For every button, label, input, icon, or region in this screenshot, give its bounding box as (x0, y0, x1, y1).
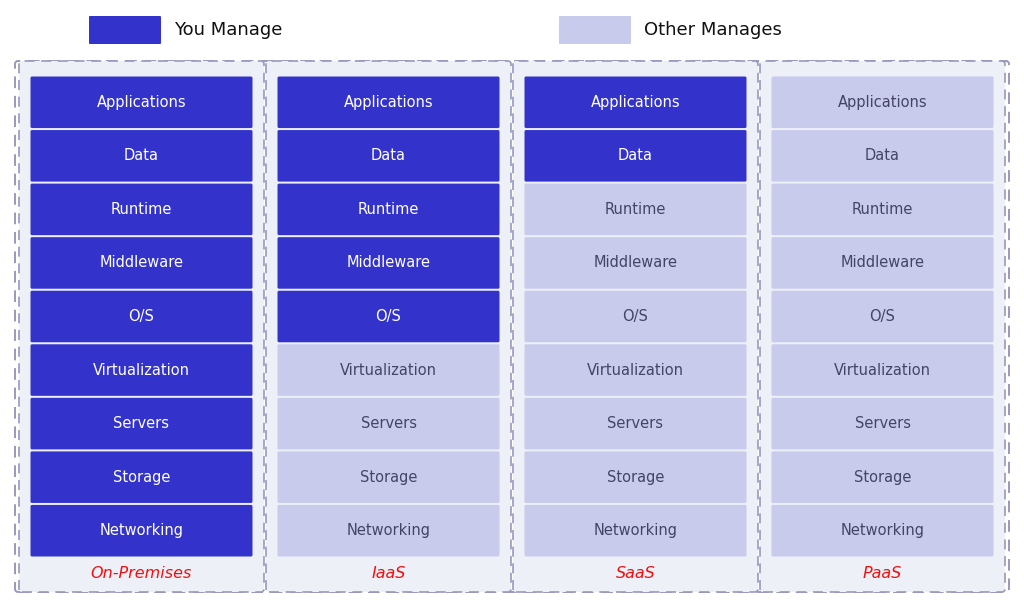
FancyBboxPatch shape (89, 16, 161, 44)
Text: Data: Data (124, 148, 159, 163)
FancyBboxPatch shape (524, 291, 746, 342)
FancyBboxPatch shape (31, 344, 253, 396)
Text: Middleware: Middleware (99, 256, 183, 271)
Text: Middleware: Middleware (346, 256, 430, 271)
Text: Middleware: Middleware (841, 256, 925, 271)
Text: Networking: Networking (841, 523, 925, 538)
FancyBboxPatch shape (31, 183, 253, 235)
FancyBboxPatch shape (771, 130, 993, 181)
Text: Middleware: Middleware (594, 256, 678, 271)
Text: Servers: Servers (114, 416, 170, 431)
FancyBboxPatch shape (31, 505, 253, 557)
Text: O/S: O/S (376, 309, 401, 324)
FancyBboxPatch shape (771, 291, 993, 342)
Text: Networking: Networking (346, 523, 430, 538)
Text: Servers: Servers (854, 416, 910, 431)
FancyBboxPatch shape (15, 61, 1009, 592)
FancyBboxPatch shape (31, 130, 253, 181)
FancyBboxPatch shape (278, 505, 500, 557)
Text: Storage: Storage (113, 470, 170, 484)
FancyBboxPatch shape (559, 16, 631, 44)
Text: Networking: Networking (594, 523, 678, 538)
FancyBboxPatch shape (266, 61, 511, 592)
FancyBboxPatch shape (31, 398, 253, 449)
FancyBboxPatch shape (278, 344, 500, 396)
Text: You Manage: You Manage (174, 21, 283, 39)
FancyBboxPatch shape (771, 452, 993, 503)
Text: IaaS: IaaS (372, 566, 406, 582)
Text: Storage: Storage (359, 470, 417, 484)
FancyBboxPatch shape (19, 61, 264, 592)
Text: Data: Data (618, 148, 653, 163)
FancyBboxPatch shape (31, 291, 253, 342)
Text: Storage: Storage (607, 470, 665, 484)
Text: Applications: Applications (344, 95, 433, 110)
Text: On-Premises: On-Premises (91, 566, 193, 582)
FancyBboxPatch shape (278, 291, 500, 342)
Text: Runtime: Runtime (852, 202, 913, 217)
FancyBboxPatch shape (278, 76, 500, 128)
FancyBboxPatch shape (31, 452, 253, 503)
FancyBboxPatch shape (524, 505, 746, 557)
Text: Networking: Networking (99, 523, 183, 538)
FancyBboxPatch shape (278, 130, 500, 181)
FancyBboxPatch shape (524, 344, 746, 396)
Text: Other Manages: Other Manages (644, 21, 782, 39)
FancyBboxPatch shape (278, 183, 500, 235)
Text: O/S: O/S (869, 309, 895, 324)
FancyBboxPatch shape (278, 398, 500, 449)
Text: O/S: O/S (623, 309, 648, 324)
FancyBboxPatch shape (771, 344, 993, 396)
Text: Virtualization: Virtualization (587, 362, 684, 378)
Text: Applications: Applications (96, 95, 186, 110)
FancyBboxPatch shape (31, 237, 253, 289)
FancyBboxPatch shape (524, 76, 746, 128)
FancyBboxPatch shape (278, 237, 500, 289)
Text: PaaS: PaaS (863, 566, 902, 582)
Text: Applications: Applications (838, 95, 928, 110)
Text: Virtualization: Virtualization (93, 362, 190, 378)
FancyBboxPatch shape (524, 183, 746, 235)
Text: Data: Data (865, 148, 900, 163)
Text: Runtime: Runtime (111, 202, 172, 217)
FancyBboxPatch shape (278, 452, 500, 503)
Text: Data: Data (371, 148, 406, 163)
FancyBboxPatch shape (760, 61, 1005, 592)
FancyBboxPatch shape (771, 398, 993, 449)
FancyBboxPatch shape (524, 237, 746, 289)
FancyBboxPatch shape (771, 76, 993, 128)
Text: SaaS: SaaS (615, 566, 655, 582)
Text: Runtime: Runtime (357, 202, 419, 217)
Text: Virtualization: Virtualization (340, 362, 437, 378)
FancyBboxPatch shape (524, 130, 746, 181)
FancyBboxPatch shape (771, 237, 993, 289)
FancyBboxPatch shape (771, 183, 993, 235)
FancyBboxPatch shape (524, 398, 746, 449)
Text: Runtime: Runtime (605, 202, 667, 217)
Text: Storage: Storage (854, 470, 911, 484)
Text: Servers: Servers (607, 416, 664, 431)
FancyBboxPatch shape (31, 76, 253, 128)
FancyBboxPatch shape (524, 452, 746, 503)
FancyBboxPatch shape (513, 61, 758, 592)
Text: Applications: Applications (591, 95, 680, 110)
FancyBboxPatch shape (771, 505, 993, 557)
Text: Servers: Servers (360, 416, 417, 431)
Text: O/S: O/S (129, 309, 155, 324)
Text: Virtualization: Virtualization (834, 362, 931, 378)
